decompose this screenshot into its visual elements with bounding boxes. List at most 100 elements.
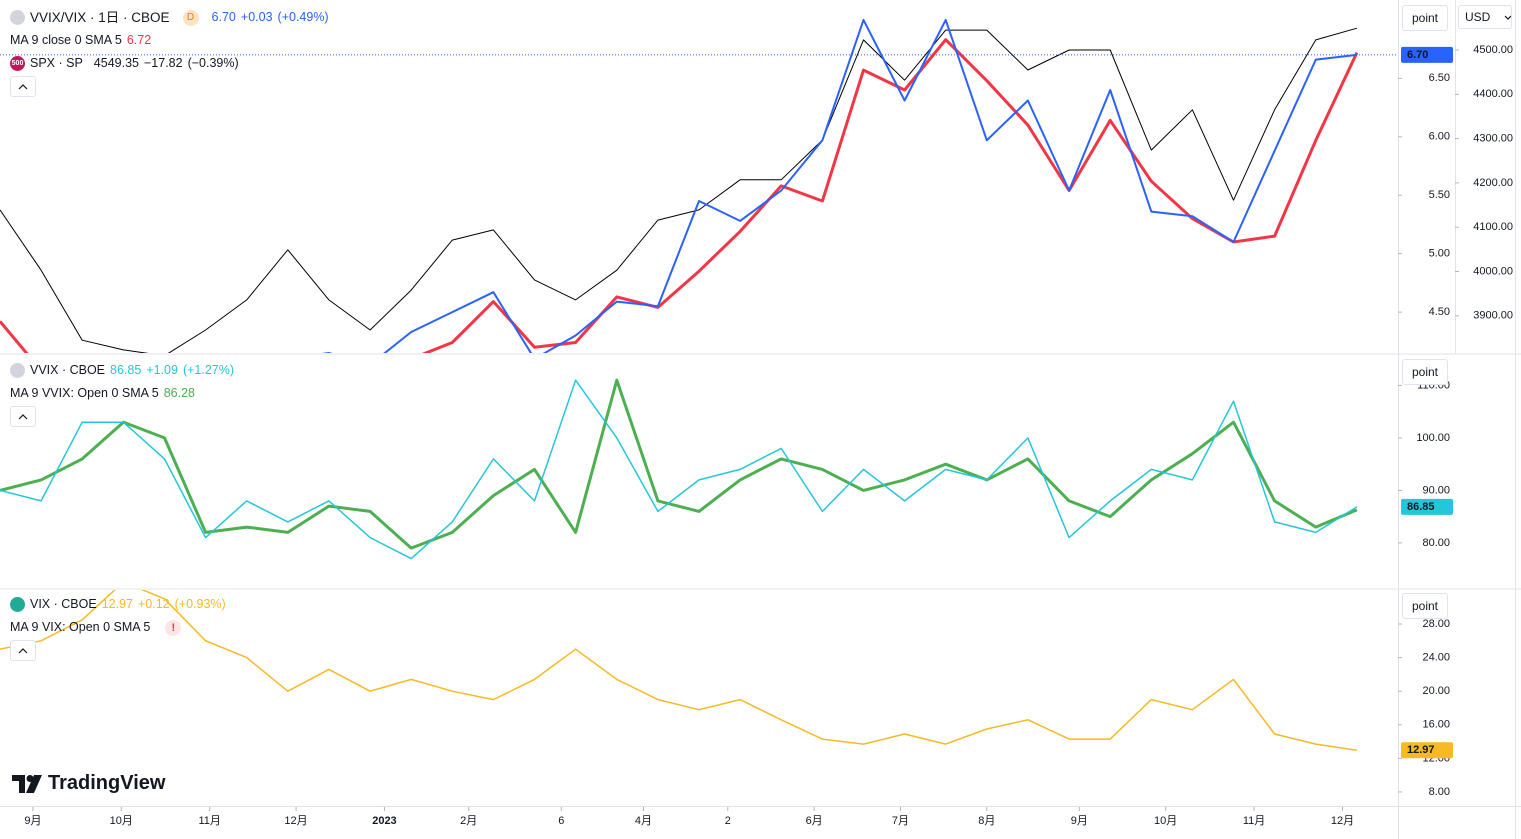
y-tick-label: 20.00 (1422, 685, 1450, 697)
legend: VVIX/VIX · 1日 · CBOE D 6.70 +0.03 (+0.49… (10, 6, 329, 98)
logo-text: TradingView (48, 772, 166, 794)
x-tick-label: 9月 (1071, 815, 1088, 827)
series-name[interactable]: VVIX · CBOE (30, 363, 106, 377)
symbol-icon (10, 10, 25, 25)
x-tick-label: 2月 (460, 815, 477, 827)
price-box (1401, 46, 1453, 63)
x-tick-label: 2 (725, 815, 731, 827)
collapse-button[interactable] (10, 640, 36, 661)
y-tick-label: 5.00 (1429, 248, 1450, 260)
legend-row: VVIX/VIX · 1日 · CBOE D 6.70 +0.03 (+0.49… (10, 6, 329, 29)
x-tick-label: 6月 (806, 815, 823, 827)
y-tick-label: 4.50 (1429, 306, 1450, 318)
series-name[interactable]: VVIX/VIX · 1日 · CBOE (30, 10, 170, 25)
series-line (0, 27, 1358, 353)
legend-row: 500 SPX · SP 4549.35 −17.82 (−0.39%) (10, 52, 329, 75)
legend: VVIX · CBOE 86.85 +1.09 (+1.27%) MA 9 VV… (10, 359, 234, 428)
symbol-icon (10, 597, 25, 612)
scale-mode-button[interactable]: point (1402, 593, 1448, 619)
y-tick-label: 80.00 (1422, 537, 1450, 549)
scale-mode-button[interactable]: point (1402, 359, 1448, 385)
series-line (0, 590, 1358, 751)
scale-mode-button[interactable]: point (1402, 5, 1448, 31)
x-tick-label: 4月 (635, 815, 652, 827)
y-tick-label: 90.00 (1422, 484, 1450, 496)
last-value: 4549.35 (93, 56, 139, 70)
series-line (0, 379, 1358, 560)
collapse-button[interactable] (10, 406, 36, 427)
plot-area (0, 18, 1359, 353)
logo: TradingView (12, 772, 165, 795)
change: +1.09 (146, 363, 178, 377)
series-line (0, 378, 1358, 550)
series-name[interactable]: SPX · SP (30, 56, 83, 70)
y-tick-label: 8.00 (1429, 786, 1450, 798)
y-tick-label: 16.00 (1422, 719, 1450, 731)
indicator-name[interactable]: MA 9 VVIX: Open 0 SMA 5 (10, 386, 159, 400)
legend-row (10, 405, 234, 428)
price-box (1401, 742, 1453, 759)
legend-row: VIX · CBOE 12.97 +0.12 (+0.93%) (10, 593, 226, 616)
currency: USD (1465, 10, 1491, 24)
x-tick-label: 9月 (24, 815, 41, 827)
collapse-button[interactable] (10, 76, 36, 97)
currency-button[interactable]: USD (1458, 5, 1512, 29)
y-tick-label: 24.00 (1422, 652, 1450, 664)
price-box-label: 86.85 (1407, 501, 1435, 513)
legend-row (10, 75, 329, 98)
x-tick-label: 12月 (284, 815, 307, 827)
change-pct: (+0.49%) (277, 10, 329, 24)
legend-row (10, 639, 226, 662)
x-tick-label: 11月 (198, 815, 220, 827)
x-tick-label: 11月 (1243, 815, 1265, 827)
last-value: 6.70 (211, 10, 236, 24)
price-box-label: 6.70 (1407, 49, 1428, 61)
price-box-label: 12.97 (1407, 744, 1435, 756)
y-tick-label: 28.00 (1422, 618, 1450, 630)
x-tick-label: 10月 (1154, 815, 1177, 827)
y2-tick-label: 4000.00 (1473, 265, 1513, 277)
y2-tick-label: 4100.00 (1473, 221, 1513, 233)
y-tick-label: 100.00 (1416, 432, 1450, 444)
y-tick-label: 6.00 (1429, 131, 1450, 143)
change-pct: (−0.39%) (187, 56, 239, 70)
x-tick-label: 2023 (372, 815, 396, 827)
legend-row: MA 9 VVIX: Open 0 SMA 5 86.28 (10, 382, 234, 405)
interval-badge: D (182, 9, 199, 26)
y2-tick-label: 4300.00 (1473, 133, 1513, 145)
change-pct: (+0.93%) (174, 597, 226, 611)
last-value: 12.97 (101, 597, 133, 611)
y2-tick-label: 4400.00 (1473, 88, 1513, 100)
indicator-value: 6.72 (126, 33, 152, 47)
price-box (1401, 498, 1453, 515)
y2-tick-label: 3900.00 (1473, 310, 1513, 322)
x-tick-label: 8月 (978, 815, 995, 827)
y-tick-label: 5.50 (1429, 189, 1450, 201)
indicator-name[interactable]: MA 9 close 0 SMA 5 (10, 33, 122, 47)
x-tick-label: 6 (558, 815, 564, 827)
symbol-icon (10, 363, 25, 378)
y2-tick-label: 4200.00 (1473, 177, 1513, 189)
y2-tick-label: 4500.00 (1473, 44, 1513, 56)
x-tick-label: 10月 (110, 815, 133, 827)
x-tick-label: 7月 (892, 815, 909, 827)
legend: VIX · CBOE 12.97 +0.12 (+0.93%) MA 9 VIX… (10, 593, 226, 662)
indicator-name[interactable]: MA 9 VIX: Open 0 SMA 5 (10, 620, 151, 634)
legend-row: MA 9 VIX: Open 0 SMA 5 ! (10, 616, 226, 639)
change: +0.12 (137, 597, 170, 611)
series-line (321, 18, 1358, 353)
series-name[interactable]: VIX · CBOE (30, 597, 97, 611)
plot-area (0, 590, 1358, 751)
legend-row: MA 9 close 0 SMA 5 6.72 (10, 29, 329, 52)
x-tick-label: 12月 (1331, 815, 1354, 827)
plot-area (0, 378, 1358, 560)
change: +0.03 (240, 10, 273, 24)
change: −17.82 (143, 56, 183, 70)
last-value: 86.85 (110, 363, 142, 377)
y-tick-label: 6.50 (1429, 72, 1450, 84)
legend-row: VVIX · CBOE 86.85 +1.09 (+1.27%) (10, 359, 234, 382)
indicator-error[interactable]: ! (165, 619, 182, 636)
